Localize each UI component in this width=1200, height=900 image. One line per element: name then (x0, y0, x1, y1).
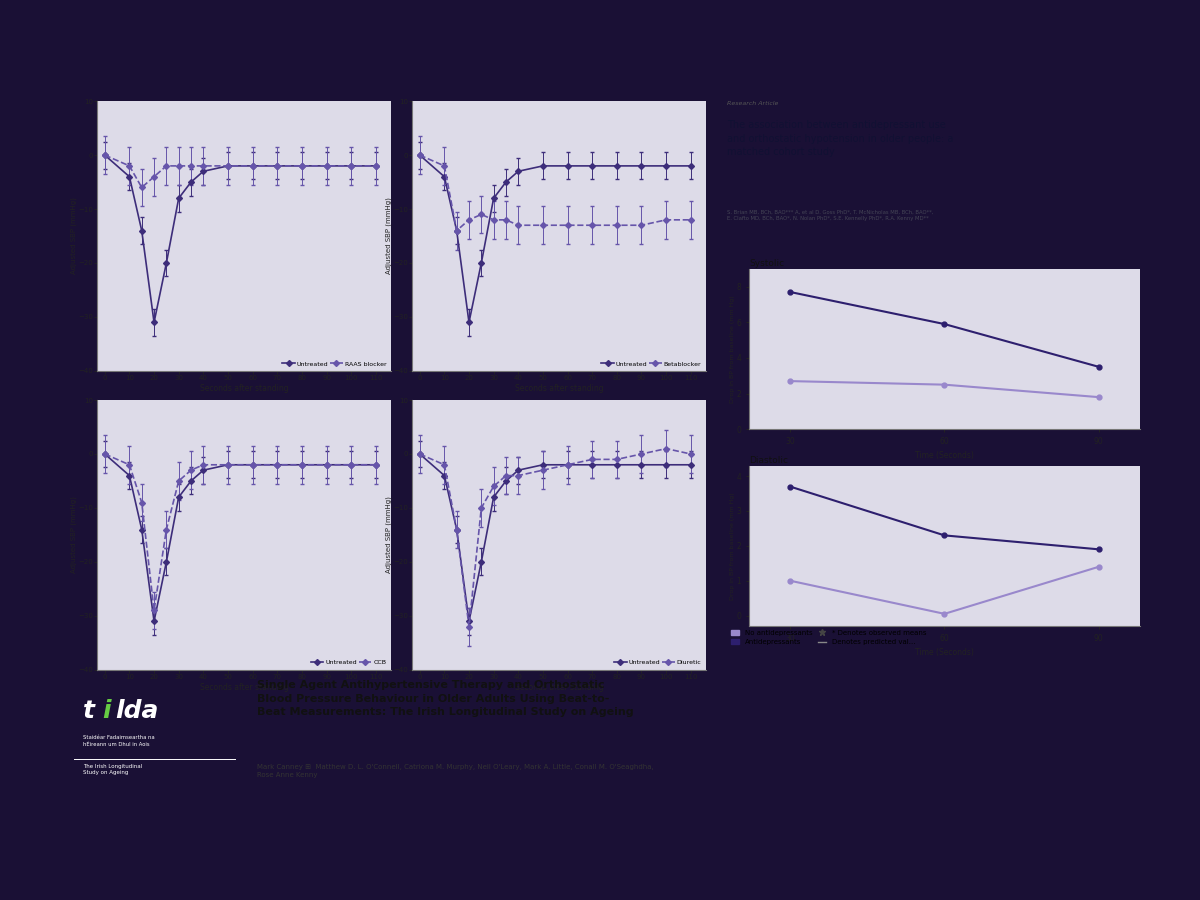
Text: Staidéar Fadaimseartha na
hÉireann um Dhul in Aois: Staidéar Fadaimseartha na hÉireann um Dh… (83, 735, 155, 747)
Y-axis label: Adjusted SBP (mmHg): Adjusted SBP (mmHg) (385, 497, 392, 573)
Text: Diastolic: Diastolic (749, 456, 788, 465)
X-axis label: Seconds after standing: Seconds after standing (515, 383, 604, 392)
X-axis label: Time (Seconds): Time (Seconds) (916, 648, 974, 657)
X-axis label: Seconds after standing: Seconds after standing (199, 383, 288, 392)
Legend: Untreated, RAAS blocker: Untreated, RAAS blocker (281, 360, 388, 368)
X-axis label: Seconds after standing: Seconds after standing (199, 683, 288, 692)
Text: Mark Canney ⊞  Matthew D. L. O'Connell, Catriona M. Murphy, Neil O'Leary, Mark A: Mark Canney ⊞ Matthew D. L. O'Connell, C… (257, 764, 654, 778)
Text: The Irish Longitudinal
Study on Ageing: The Irish Longitudinal Study on Ageing (83, 764, 142, 776)
Y-axis label: Adjusted SBP (mmHg): Adjusted SBP (mmHg) (71, 497, 77, 573)
Y-axis label: Adjusted SBP (mmHg): Adjusted SBP (mmHg) (385, 198, 392, 274)
Text: S. Brian MB, BCh, BAO*** A, et al D. Goss PhD*, T. McNicholas MB, BCh, BAO**,
E.: S. Brian MB, BCh, BAO*** A, et al D. Gos… (727, 211, 934, 221)
Text: The association between antidepressant use
and orthostatic hypotension in older : The association between antidepressant u… (727, 121, 954, 157)
Legend: No antidepressants, Antidepressants, * Denotes observed means, Denotes predicted: No antidepressants, Antidepressants, * D… (731, 629, 926, 645)
X-axis label: Time (Seconds): Time (Seconds) (916, 452, 974, 461)
Text: t: t (83, 698, 95, 723)
Y-axis label: Drop in BP from baseline (mm Hg): Drop in BP from baseline (mm Hg) (730, 492, 736, 599)
Text: lda: lda (115, 698, 158, 723)
Text: Systolic: Systolic (749, 259, 784, 268)
Text: Research Article: Research Article (727, 101, 779, 106)
Legend: Untreated, Betablocker: Untreated, Betablocker (600, 360, 702, 368)
X-axis label: Seconds after standing: Seconds after standing (515, 683, 604, 692)
Legend: Untreated, CCB: Untreated, CCB (310, 659, 388, 667)
Text: i: i (102, 698, 112, 723)
Text: Single Agent Antihypertensive Therapy and Orthostatic
Blood Pressure Behaviour i: Single Agent Antihypertensive Therapy an… (257, 680, 634, 717)
Y-axis label: Adjusted SBP (mmHg): Adjusted SBP (mmHg) (71, 198, 77, 274)
Y-axis label: Drop in BP from baseline (mm Hg): Drop in BP from baseline (mm Hg) (730, 295, 736, 403)
Legend: Untreated, Diuretic: Untreated, Diuretic (613, 659, 702, 667)
